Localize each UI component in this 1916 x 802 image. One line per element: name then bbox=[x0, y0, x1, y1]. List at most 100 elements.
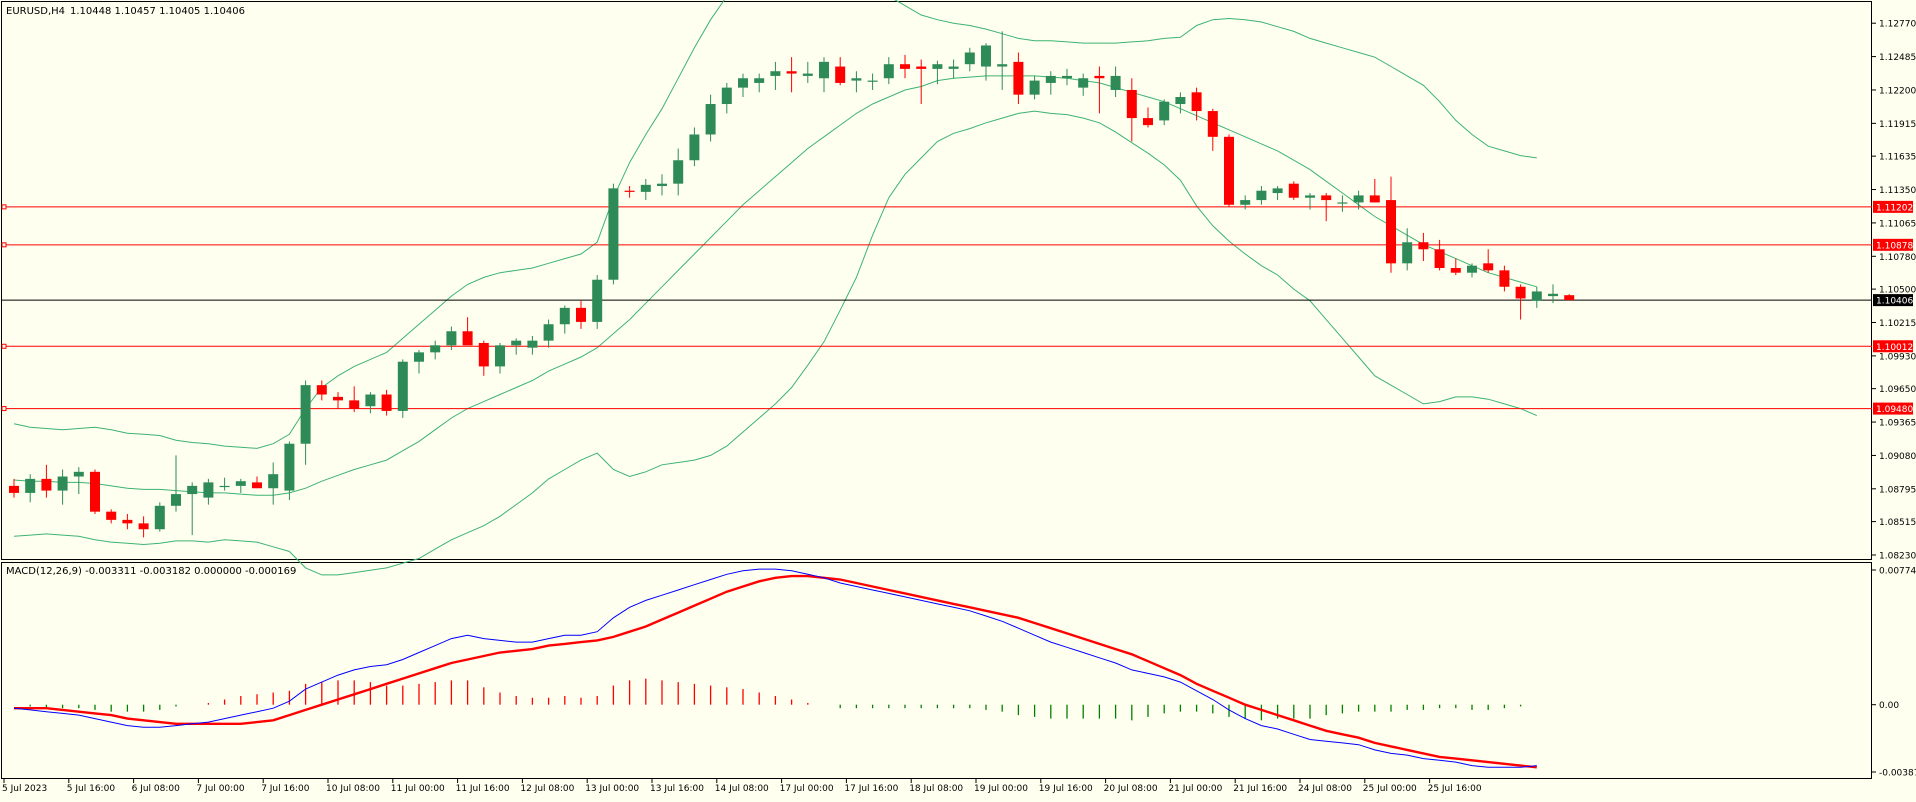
time-axis: 5 Jul 2023 5 Jul 16:00 6 Jul 08:00 7 Jul 00… bbox=[2, 779, 1482, 794]
candle-body bbox=[1224, 136, 1234, 205]
candle bbox=[1305, 193, 1315, 210]
time-tick-label: 13 Jul 16:00 bbox=[650, 784, 704, 794]
price-tick-label: 1.11350 bbox=[1879, 186, 1916, 196]
candle bbox=[673, 148, 684, 196]
candle-body bbox=[1013, 61, 1024, 95]
candle bbox=[1078, 73, 1089, 96]
price-tick-label: 1.11635 bbox=[1879, 153, 1916, 163]
candle bbox=[1467, 263, 1477, 278]
time-tick-label: 5 Jul 16:00 bbox=[67, 784, 116, 794]
candle bbox=[527, 335, 538, 355]
level-anchor[interactable] bbox=[1, 343, 7, 349]
candle bbox=[365, 392, 376, 414]
candle bbox=[883, 57, 894, 85]
candle-body bbox=[1531, 291, 1542, 301]
price-axis: 1.12770 1.12485 1.12200 1.11915 1.11635 1.113… bbox=[1872, 20, 1916, 562]
candle bbox=[462, 317, 473, 346]
candle-body bbox=[624, 190, 635, 192]
candle bbox=[1386, 176, 1396, 273]
candle bbox=[284, 441, 295, 500]
candle bbox=[122, 514, 133, 530]
candle-body bbox=[932, 64, 943, 69]
candle bbox=[543, 319, 554, 348]
time-tick-label: 20 Jul 08:00 bbox=[1104, 784, 1158, 794]
candle bbox=[640, 178, 651, 201]
candle-body bbox=[1483, 263, 1494, 271]
candle bbox=[397, 359, 408, 418]
price-tick-label: 1.09080 bbox=[1879, 452, 1916, 462]
candle bbox=[235, 478, 246, 493]
candle-body bbox=[397, 361, 408, 411]
candle-body bbox=[1256, 190, 1267, 201]
candle-body bbox=[122, 519, 133, 524]
level-anchor[interactable] bbox=[1, 204, 7, 210]
candle-body bbox=[1207, 111, 1218, 137]
candle bbox=[203, 478, 214, 505]
time-tick-label: 17 Jul 16:00 bbox=[844, 784, 898, 794]
candle bbox=[997, 31, 1008, 90]
candle bbox=[1548, 284, 1558, 304]
candle-body bbox=[592, 279, 603, 322]
candle-body bbox=[365, 394, 376, 407]
macd-tick-label: 0.00 bbox=[1879, 701, 1899, 711]
candle bbox=[138, 516, 149, 538]
candle-body bbox=[1515, 286, 1526, 299]
level-anchor[interactable] bbox=[1, 242, 7, 248]
candle bbox=[495, 342, 505, 374]
candle-body bbox=[478, 342, 489, 367]
candle-body bbox=[527, 340, 538, 348]
level-price-badge bbox=[1873, 238, 1913, 251]
candle bbox=[1224, 134, 1234, 208]
candle-body bbox=[900, 64, 910, 69]
candle-body bbox=[1418, 242, 1429, 250]
candles bbox=[9, 31, 1575, 538]
candle bbox=[981, 43, 991, 81]
candle bbox=[835, 57, 846, 86]
candle bbox=[1402, 228, 1413, 271]
price-tick-label: 1.12770 bbox=[1879, 20, 1916, 30]
time-tick-label: 11 Jul 16:00 bbox=[456, 784, 510, 794]
symbol-label: EURUSD,H4 bbox=[6, 6, 65, 17]
price-tick-label: 1.08515 bbox=[1879, 518, 1916, 528]
candle bbox=[252, 476, 262, 489]
candle bbox=[559, 305, 570, 334]
time-tick-label: 6 Jul 08:00 bbox=[132, 784, 181, 794]
time-tick-label: 19 Jul 16:00 bbox=[1039, 784, 1093, 794]
candle bbox=[770, 61, 781, 90]
level-price-badge bbox=[1873, 340, 1913, 353]
level-price-label: 1.11202 bbox=[1876, 203, 1913, 213]
candle bbox=[1321, 193, 1332, 222]
candle bbox=[1450, 258, 1461, 276]
candle bbox=[1094, 66, 1105, 114]
candle-body bbox=[1159, 101, 1170, 121]
candle-body bbox=[721, 87, 732, 105]
candle bbox=[576, 300, 586, 329]
macd-axis: 0.007748 0.00 -0.003871 bbox=[1872, 567, 1916, 779]
candle-body bbox=[738, 78, 748, 88]
candle bbox=[1288, 181, 1299, 201]
horizontal-levels[interactable] bbox=[1, 204, 1872, 412]
candle bbox=[381, 389, 392, 416]
time-tick-label: 25 Jul 16:00 bbox=[1428, 784, 1482, 794]
price-tick-label: 1.12485 bbox=[1879, 53, 1916, 63]
time-tick-label: 13 Jul 00:00 bbox=[585, 784, 639, 794]
candle-body bbox=[511, 340, 522, 346]
level-anchor[interactable] bbox=[1, 406, 7, 412]
candle-body bbox=[1386, 200, 1396, 264]
candle-body bbox=[851, 78, 862, 81]
candle bbox=[1483, 249, 1494, 273]
candle-body bbox=[25, 478, 36, 493]
candle-body bbox=[705, 104, 716, 135]
candle bbox=[1240, 195, 1251, 210]
candle-body bbox=[802, 73, 813, 76]
time-tick-label: 21 Jul 00:00 bbox=[1168, 784, 1222, 794]
candle-body bbox=[41, 478, 52, 491]
candle bbox=[1337, 195, 1348, 212]
candle bbox=[948, 59, 959, 79]
candle-body bbox=[203, 482, 214, 498]
time-tick-label: 25 Jul 00:00 bbox=[1363, 784, 1417, 794]
price-tick-label: 1.09930 bbox=[1879, 352, 1916, 362]
candle bbox=[333, 392, 343, 409]
